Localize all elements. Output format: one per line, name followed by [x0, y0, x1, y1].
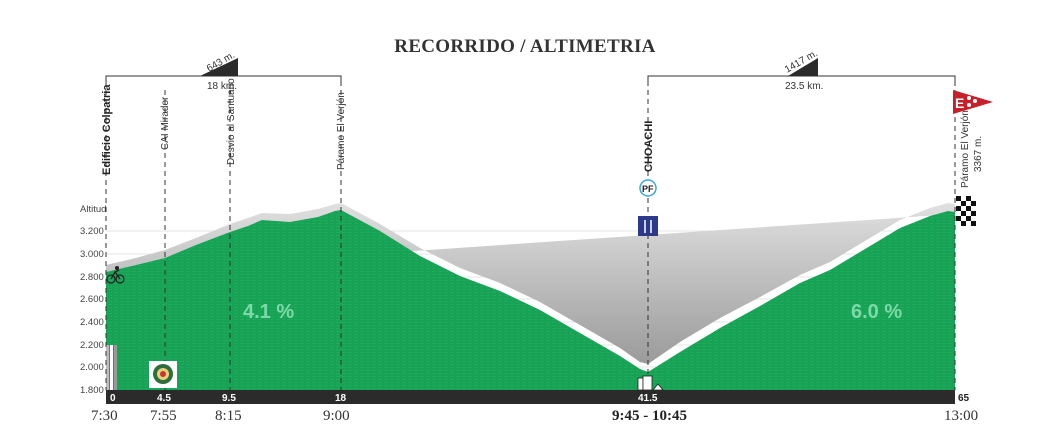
- profile-area: [106, 210, 955, 390]
- time-label: 7:30: [91, 408, 118, 424]
- svg-text:E: E: [955, 95, 964, 111]
- y-tick: 3.200: [80, 226, 104, 237]
- time-label: 8:15: [215, 408, 242, 424]
- segment-bracket-1: 643 m. 18 km.: [105, 50, 342, 92]
- km-labels: 0 4.5 9.5 18 41.5 65: [110, 393, 970, 404]
- time-label: 9:45 - 10:45: [612, 408, 687, 424]
- police-badge-icon: [149, 361, 177, 388]
- y-tick: 2.800: [80, 272, 104, 283]
- y-tick: 1.800: [80, 385, 104, 396]
- time-label: 9:00: [323, 408, 350, 424]
- grade-label-1: 4.1 %: [243, 301, 294, 323]
- waypoint-label: Páramo El Verjón: [336, 92, 347, 170]
- segment-2-distance: 23.5 km.: [785, 81, 823, 92]
- y-tick: 2.000: [80, 362, 104, 373]
- waypoint-label: Páramo El Verjón: [960, 110, 971, 188]
- waypoint-label: CHOACHI: [643, 121, 655, 172]
- y-axis-label: Altitud: [80, 204, 106, 215]
- segment-1-distance: 18 km.: [207, 81, 237, 92]
- waypoint-lines: [105, 90, 956, 390]
- y-tick: 2.600: [80, 294, 104, 305]
- waypoint-label: Edificio Colpatria: [101, 84, 113, 175]
- grade-label-2: 6.0 %: [851, 301, 902, 323]
- waypoint-elevation: 3367 m.: [973, 136, 984, 172]
- time-label: 13:00: [944, 408, 978, 424]
- y-axis: Altitud 3.200 3.000 2.800 2.600 2.400 2.…: [80, 204, 106, 396]
- km-label: 18: [335, 393, 347, 404]
- y-tick: 3.000: [80, 249, 104, 260]
- pennant-e-icon: E: [953, 90, 993, 114]
- km-label: 4.5: [157, 393, 171, 404]
- page-title: RECORRIDO / ALTIMETRIA: [394, 36, 656, 57]
- km-label: 65: [958, 393, 970, 404]
- y-tick: 2.400: [80, 317, 104, 328]
- km-label: 41.5: [638, 393, 658, 404]
- svg-text:PF: PF: [642, 184, 654, 194]
- waypoint-label: Desvio al Santuario: [226, 78, 237, 165]
- waypoint-labels: Edificio Colpatria CAI Mirador Desvio al…: [101, 78, 984, 188]
- finish-flag-icon: [956, 196, 978, 226]
- km-label: 9.5: [222, 393, 236, 404]
- segment-bracket-2: 1417 m. 23.5 km.: [647, 48, 956, 92]
- y-tick: 2.200: [80, 340, 104, 351]
- km-bar: [106, 390, 955, 404]
- start-stripes: [106, 345, 117, 390]
- waypoint-label: CAI Mirador: [160, 96, 171, 150]
- food-icon: [638, 216, 658, 236]
- cyclist-icon: [106, 266, 125, 284]
- time-label: 7:55: [150, 408, 177, 424]
- pf-icon: PF: [639, 179, 657, 197]
- time-labels: 7:30 7:55 8:15 9:00 9:45 - 10:45 13:00: [91, 408, 978, 424]
- km-label: 0: [110, 393, 116, 404]
